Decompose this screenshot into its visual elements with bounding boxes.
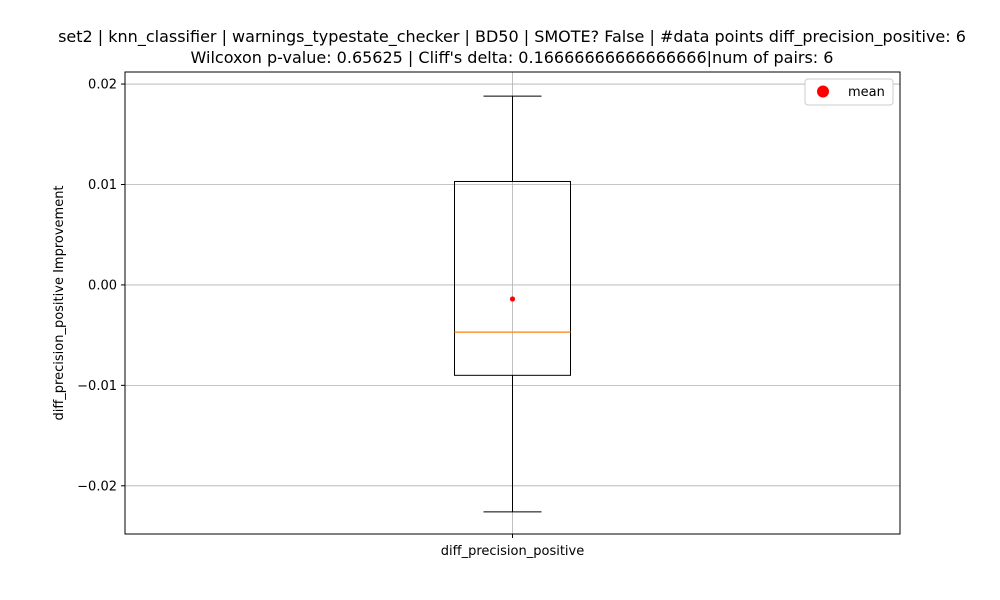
mean-marker: [509, 296, 516, 302]
y-tick-label: 0.00: [88, 278, 117, 293]
y-tick-label: 0.02: [88, 78, 117, 93]
x-tick-label: diff_precision_positive: [441, 544, 584, 559]
y-axis-label: diff_precision_positive Improvement: [52, 185, 67, 420]
y-tick-label: −0.02: [77, 479, 117, 494]
y-tick-label: 0.01: [88, 178, 117, 193]
y-tick-label: −0.01: [77, 379, 117, 394]
iqr-box: [454, 180, 571, 376]
chart-title-line-2: Wilcoxon p-value: 0.65625 | Cliff's delt…: [190, 48, 834, 67]
chart-title-line-1: set2 | knn_classifier | warnings_typesta…: [58, 27, 966, 46]
legend-label: mean: [848, 85, 885, 100]
legend-mean-marker: [817, 85, 829, 98]
legend-box: [804, 78, 894, 106]
